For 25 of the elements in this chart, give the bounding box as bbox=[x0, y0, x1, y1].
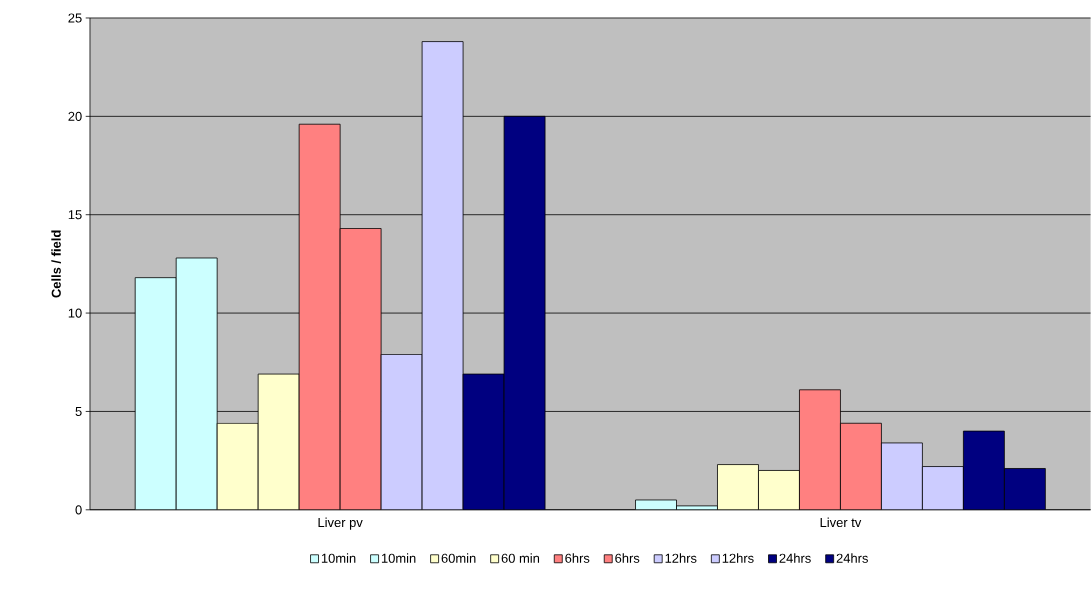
legend-label: 10min bbox=[321, 553, 356, 563]
x-tick-label: Liver pv bbox=[318, 517, 363, 530]
y-tick-label: 20 bbox=[68, 111, 82, 122]
y-axis-title: Cells / field bbox=[51, 230, 61, 298]
bar bbox=[380, 354, 423, 510]
bar bbox=[298, 123, 341, 510]
legend-label: 60 min bbox=[501, 553, 540, 563]
bar bbox=[339, 228, 382, 510]
bar bbox=[503, 116, 546, 510]
bar bbox=[421, 41, 464, 510]
y-tick-label: 5 bbox=[75, 407, 82, 417]
legend-label: 6hrs bbox=[615, 553, 640, 563]
legend-label: 24hrs bbox=[836, 553, 868, 563]
y-tick-label: 0 bbox=[75, 505, 82, 515]
legend-label: 24hrs bbox=[779, 553, 811, 563]
x-tick-label: Liver tv bbox=[820, 517, 862, 528]
legend-label: 10min bbox=[381, 553, 416, 563]
legend-label: 12hrs bbox=[665, 553, 697, 563]
legend-label: 6hrs bbox=[565, 553, 590, 563]
legend-label: 60min bbox=[441, 553, 476, 563]
y-tick-label: 10 bbox=[68, 308, 82, 318]
y-tick-label: 15 bbox=[68, 210, 82, 220]
y-tick-label: 25 bbox=[68, 13, 82, 23]
legend-label: 12hrs bbox=[722, 553, 754, 563]
bar bbox=[462, 373, 505, 510]
